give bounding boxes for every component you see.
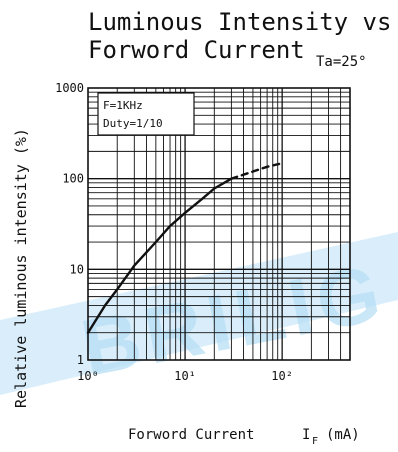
y-tick-label: 1000 <box>55 81 84 95</box>
watermark-band <box>0 232 398 395</box>
condition-box: F=1KHz Duty=1/10 <box>97 92 195 136</box>
condition-box-line1: F=1KHz <box>103 99 143 112</box>
x-axis-unit: (mA) <box>326 427 360 443</box>
condition-box-line2: Duty=1/10 <box>103 117 163 130</box>
y-tick-label: 100 <box>62 172 84 186</box>
y-tick-label: 1 <box>77 353 84 367</box>
x-tick-label: 10⁰ <box>77 369 99 383</box>
x-axis-subscript: F <box>312 436 318 447</box>
x-tick-label: 10² <box>271 369 293 383</box>
tick-labels: 10⁰ 10¹ 10² 1 10 100 1000 <box>55 81 293 383</box>
y-tick-label: 10 <box>70 262 84 276</box>
x-axis-label: Forword Current <box>128 427 254 443</box>
x-axis-symbol: I <box>302 427 310 443</box>
condition-box-frame <box>97 92 195 136</box>
series-line-solid <box>86 177 233 334</box>
series-lines <box>86 162 284 334</box>
watermark: BRILIG <box>0 232 398 395</box>
series-line-dashed <box>230 162 284 180</box>
x-tick-label: 10¹ <box>174 369 196 383</box>
y-axis-label: Relative luminous intensity (%) <box>12 128 30 408</box>
chart-title-line2: Forword Current <box>88 36 305 64</box>
plot-frame <box>87 87 351 361</box>
chart-title-line1: Luminous Intensity vs <box>88 8 391 36</box>
condition-label: Ta=25° <box>316 54 367 70</box>
